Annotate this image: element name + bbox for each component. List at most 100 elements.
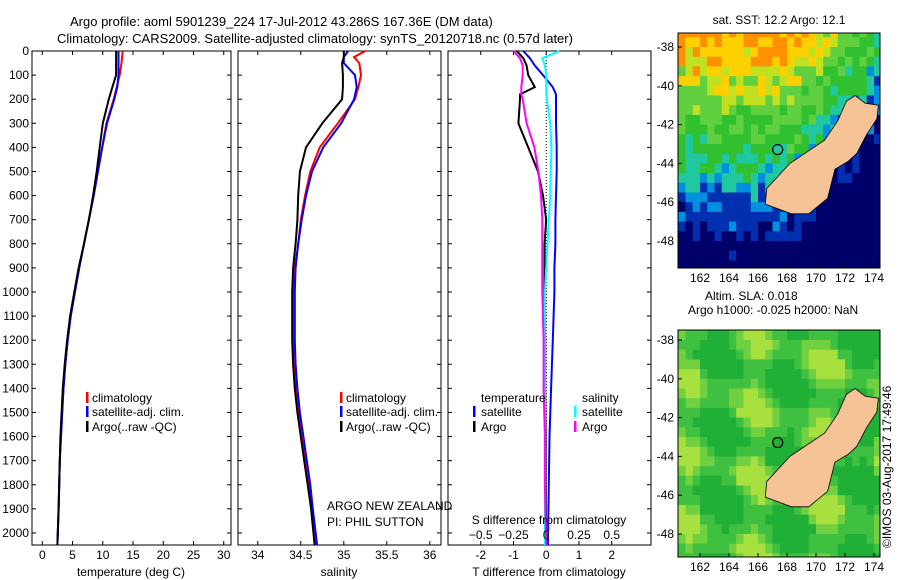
sst-cell [859,211,868,223]
sla-cell [816,340,824,351]
sst-cell [750,173,759,184]
sla-cell [729,446,737,457]
sst-cell [866,260,875,269]
sst-cell [692,95,701,106]
sla-cell [859,524,868,535]
sst-cell [692,221,701,232]
sst-cell [678,260,686,269]
sla-cell [743,514,752,525]
x-tick-label: 34.5 [289,548,313,562]
sla-cell [758,534,766,545]
sla-cell [823,553,831,558]
sla-cell [801,437,810,448]
salinity-xlabel: salinity [321,565,358,579]
sst-cell [707,124,715,135]
s-tick-label: 0.5 [603,528,620,542]
sst-cell [837,211,846,223]
sla-cell [837,553,846,558]
sla-cell [794,340,802,351]
sst-cell [700,114,708,126]
sst-cell [794,76,802,87]
lon-tick-label: 166 [748,271,768,285]
sla-cell [707,427,715,438]
sst-cell [721,221,730,232]
sst-cell [859,260,868,269]
sst-cell [837,47,846,58]
sst-cell [787,221,795,232]
sla-cell [845,349,853,360]
sst-cell [779,144,788,155]
sst-cell [837,56,846,67]
sst-cell [758,47,766,58]
sst-cell [765,260,773,269]
sla-cell [736,495,744,506]
sst-cell [750,144,759,155]
sla-cell [678,407,686,419]
sst-cell [859,56,868,67]
sst-cell [721,211,730,223]
sla-cell [787,349,795,360]
sla-cell [874,417,881,428]
sst-cell [794,47,802,58]
y-tick-label: 1600 [2,430,29,444]
sst-cell [837,95,846,106]
sla-cell [758,514,766,525]
sla-cell [750,349,759,360]
sst-cell [852,173,860,184]
sst-cell [801,33,810,38]
sst-cell [830,114,839,126]
sla-cell [707,359,715,370]
sla-cell [794,330,802,341]
sst-cell [750,56,759,67]
sst-cell [866,241,875,252]
sla-cell [787,388,795,399]
sst-cell [837,260,846,269]
sst-cell [845,211,853,223]
salinity-legend: climatology satellite-adj. clim. Argo(..… [346,391,438,434]
sst-cell [859,95,868,106]
sla-cell [678,466,686,477]
sla-cell [874,543,881,554]
legend-argo: Argo(..raw -QC) [346,420,431,434]
sla-cell [808,330,817,341]
sla-cell [707,543,715,554]
sst-cell [779,105,788,116]
sst-cell [736,105,744,116]
sst-cell [808,231,817,242]
sla-cell [808,553,817,558]
sla-cell [743,524,752,535]
sst-cell [678,173,686,184]
sla-cell [765,466,773,477]
sla-cell [685,495,694,506]
sla-cell [874,378,881,389]
sst-cell [750,85,759,96]
sst-cell [779,47,788,58]
sst-cell [852,202,860,213]
sst-cell [729,85,737,96]
sst-cell [808,105,817,116]
sla-cell [729,398,737,409]
sla-cell [852,543,860,554]
sla-cell [685,398,694,409]
sst-cell [874,250,881,261]
sla-cell [714,504,723,516]
sla-cell [707,369,715,380]
sst-cell [765,250,773,261]
sst-cell [845,33,853,38]
sst-cell [714,47,723,58]
sla-cell [736,398,744,409]
x-tick-label: 15 [126,548,140,562]
sst-cell [692,153,701,164]
sla-cell [787,369,795,380]
sla-cell [736,543,744,554]
sla-cell [779,378,788,389]
sla-cell [700,524,708,535]
sst-cell [700,211,708,223]
sla-cell [765,553,773,558]
sst-cell [794,33,802,38]
sst-cell [866,144,875,155]
sla-cell [765,388,773,399]
sst-cell [700,124,708,135]
sst-cell [823,124,831,135]
sla-cell [692,407,701,419]
